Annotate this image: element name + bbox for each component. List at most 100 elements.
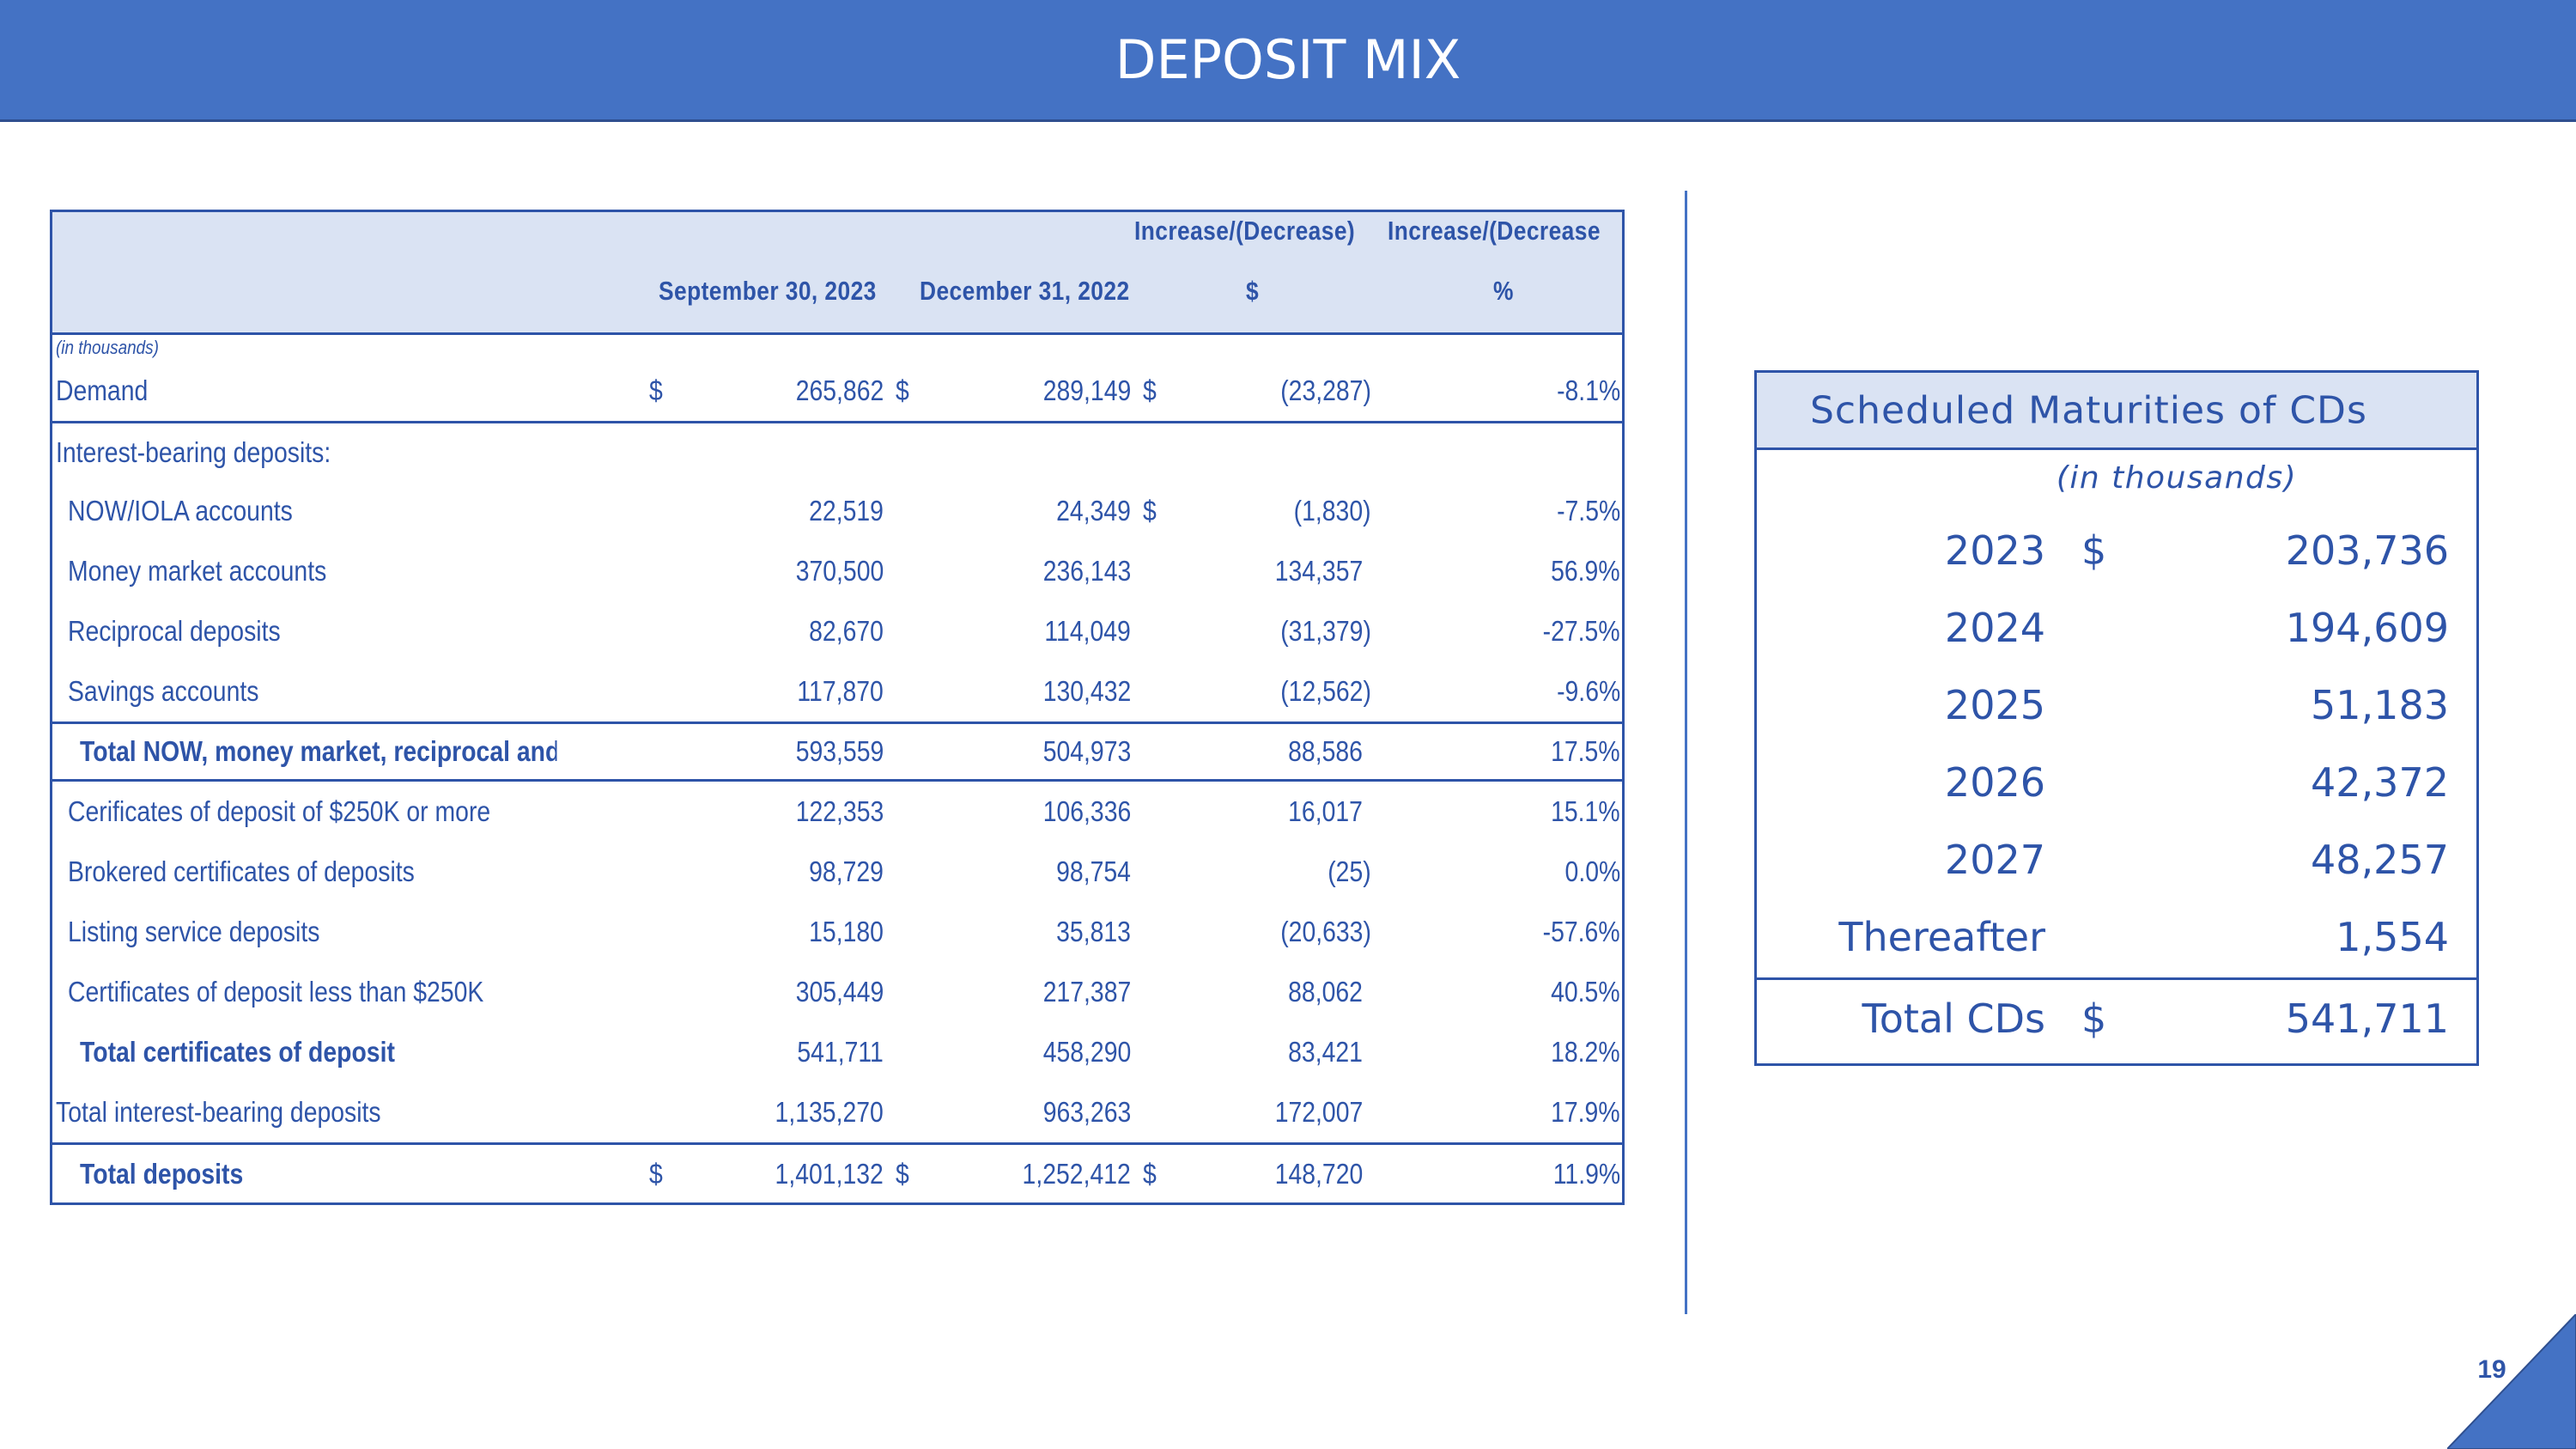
- table-row: Interest-bearing deposits:: [52, 421, 1622, 481]
- change-amount: 134,357: [1274, 555, 1363, 587]
- cd-year: 2023: [1944, 527, 2045, 574]
- cd-row: 2027 48,257: [1757, 821, 2476, 898]
- sep-2023-value: 15,180: [809, 916, 884, 947]
- title-bar: DEPOSIT MIX: [0, 0, 2576, 122]
- change-pct: 15.1%: [1551, 795, 1620, 827]
- sep-2023-value: 370,500: [795, 555, 884, 587]
- deposit-table: Increase/(Decrease) Increase/(Decrease S…: [50, 210, 1625, 1205]
- table-row-subtotal: Total NOW, money market, reciprocal and …: [52, 721, 1622, 782]
- sep-2023-value: 541,711: [797, 1036, 884, 1068]
- sep-2023-value: 117,870: [797, 675, 884, 707]
- dec-2022-value: 963,263: [1042, 1096, 1131, 1128]
- cd-total-row: Total CDs $ 541,711: [1757, 977, 2476, 1057]
- row-label: Brokered certificates of deposits: [68, 855, 415, 887]
- cd-value: 203,736: [2285, 527, 2449, 574]
- sep-2023-value: 82,670: [809, 615, 884, 647]
- header-sep-2023: September 30, 2023: [659, 276, 877, 306]
- currency-symbol: $: [649, 374, 663, 406]
- sep-2023-value: 1,401,132: [775, 1157, 884, 1190]
- page-corner-triangle: [2447, 1314, 2576, 1449]
- table-row-total: Total deposits $ 1,401,132 $ 1,252,412 $…: [52, 1142, 1622, 1202]
- change-pct: -8.1%: [1556, 374, 1620, 406]
- sep-2023-value: 22,519: [809, 495, 884, 527]
- page-title: DEPOSIT MIX: [1115, 28, 1461, 91]
- sep-2023-value: 593,559: [795, 735, 884, 767]
- cd-title: Scheduled Maturities of CDs: [1810, 388, 2367, 432]
- row-label: Total NOW, money market, reciprocal and …: [80, 735, 557, 767]
- change-pct: 56.9%: [1551, 555, 1620, 587]
- sep-2023-value: 265,862: [795, 374, 884, 406]
- cd-value: 51,183: [2311, 682, 2449, 728]
- currency-symbol: $: [649, 1157, 663, 1190]
- dec-2022-value: 458,290: [1042, 1036, 1131, 1068]
- change-amount: (12,562): [1280, 675, 1371, 707]
- sep-2023-value: 1,135,270: [775, 1096, 884, 1128]
- change-amount: (31,379): [1280, 615, 1371, 647]
- currency-symbol: $: [896, 1157, 909, 1190]
- table-row: Listing service deposits 15,180 35,813 (…: [52, 902, 1622, 962]
- dec-2022-value: 130,432: [1042, 675, 1131, 707]
- cd-row: 2024 194,609: [1757, 589, 2476, 667]
- dec-2022-value: 236,143: [1042, 555, 1131, 587]
- sep-2023-value: 122,353: [795, 795, 884, 827]
- row-label: Total interest-bearing deposits: [56, 1096, 381, 1128]
- sep-2023-value: 98,729: [809, 855, 884, 887]
- dec-2022-value: 35,813: [1056, 916, 1131, 947]
- currency-symbol: $: [1143, 495, 1157, 527]
- change-amount: 148,720: [1274, 1157, 1363, 1190]
- table-row: Money market accounts 370,500 236,143 13…: [52, 541, 1622, 601]
- row-label: Cerificates of deposit of $250K or more: [68, 795, 491, 827]
- change-pct: 17.5%: [1551, 735, 1620, 767]
- dec-2022-value: 217,387: [1042, 976, 1131, 1008]
- currency-symbol: $: [896, 374, 909, 406]
- table-row: Savings accounts 117,870 130,432 (12,562…: [52, 661, 1622, 721]
- cd-total-value: 541,711: [2285, 995, 2449, 1042]
- change-pct: -27.5%: [1543, 615, 1620, 647]
- row-label: Certificates of deposit less than $250K: [68, 976, 484, 1008]
- cd-year: 2027: [1944, 837, 2045, 883]
- table-row-subtotal: Total interest-bearing deposits 1,135,27…: [52, 1082, 1622, 1142]
- change-pct: 18.2%: [1551, 1036, 1620, 1068]
- table-row: Brokered certificates of deposits 98,729…: [52, 842, 1622, 902]
- change-pct: 40.5%: [1551, 976, 1620, 1008]
- row-label: NOW/IOLA accounts: [68, 495, 293, 527]
- currency-symbol: $: [1143, 374, 1157, 406]
- cd-maturities-box: Scheduled Maturities of CDs (in thousand…: [1754, 370, 2479, 1066]
- change-pct: -7.5%: [1556, 495, 1620, 527]
- dec-2022-value: 289,149: [1042, 374, 1131, 406]
- vertical-divider: [1685, 191, 1687, 1314]
- dec-2022-value: 504,973: [1042, 735, 1131, 767]
- units-note: (in thousands): [56, 337, 159, 358]
- change-amount: 88,586: [1288, 735, 1363, 767]
- change-amount: (20,633): [1280, 916, 1371, 947]
- dec-2022-value: 106,336: [1042, 795, 1131, 827]
- table-row: Reciprocal deposits 82,670 114,049 (31,3…: [52, 601, 1622, 661]
- change-amount: (25): [1327, 855, 1371, 887]
- cd-year: Thereafter: [1838, 914, 2045, 960]
- cd-header: Scheduled Maturities of CDs: [1757, 373, 2476, 450]
- change-pct: 0.0%: [1564, 855, 1620, 887]
- change-pct: 11.9%: [1552, 1157, 1620, 1190]
- row-label: Reciprocal deposits: [68, 615, 281, 647]
- table-row: NOW/IOLA accounts 22,519 24,349 $ (1,830…: [52, 481, 1622, 541]
- cd-value: 1,554: [2336, 914, 2449, 960]
- cd-row: Thereafter 1,554: [1757, 898, 2476, 976]
- dec-2022-value: 24,349: [1056, 495, 1131, 527]
- change-amount: 83,421: [1288, 1036, 1363, 1068]
- currency-symbol: $: [2081, 527, 2107, 574]
- change-pct: 17.9%: [1551, 1096, 1620, 1128]
- row-label: Money market accounts: [68, 555, 327, 587]
- table-header: Increase/(Decrease) Increase/(Decrease S…: [52, 212, 1622, 335]
- change-amount: (23,287): [1280, 374, 1371, 406]
- cd-total-label: Total CDs: [1862, 995, 2045, 1042]
- cd-year: 2026: [1944, 759, 2045, 806]
- row-label: Savings accounts: [68, 675, 259, 707]
- header-change-amount-line1: Increase/(Decrease): [1134, 216, 1356, 246]
- header-change-pct-line1: Increase/(Decrease: [1388, 216, 1601, 246]
- change-amount: (1,830): [1294, 495, 1371, 527]
- dec-2022-value: 98,754: [1056, 855, 1131, 887]
- currency-symbol: $: [2081, 995, 2107, 1042]
- cd-row: 2023 $ 203,736: [1757, 512, 2476, 589]
- units-row: (in thousands): [52, 335, 1622, 361]
- cd-value: 42,372: [2311, 759, 2449, 806]
